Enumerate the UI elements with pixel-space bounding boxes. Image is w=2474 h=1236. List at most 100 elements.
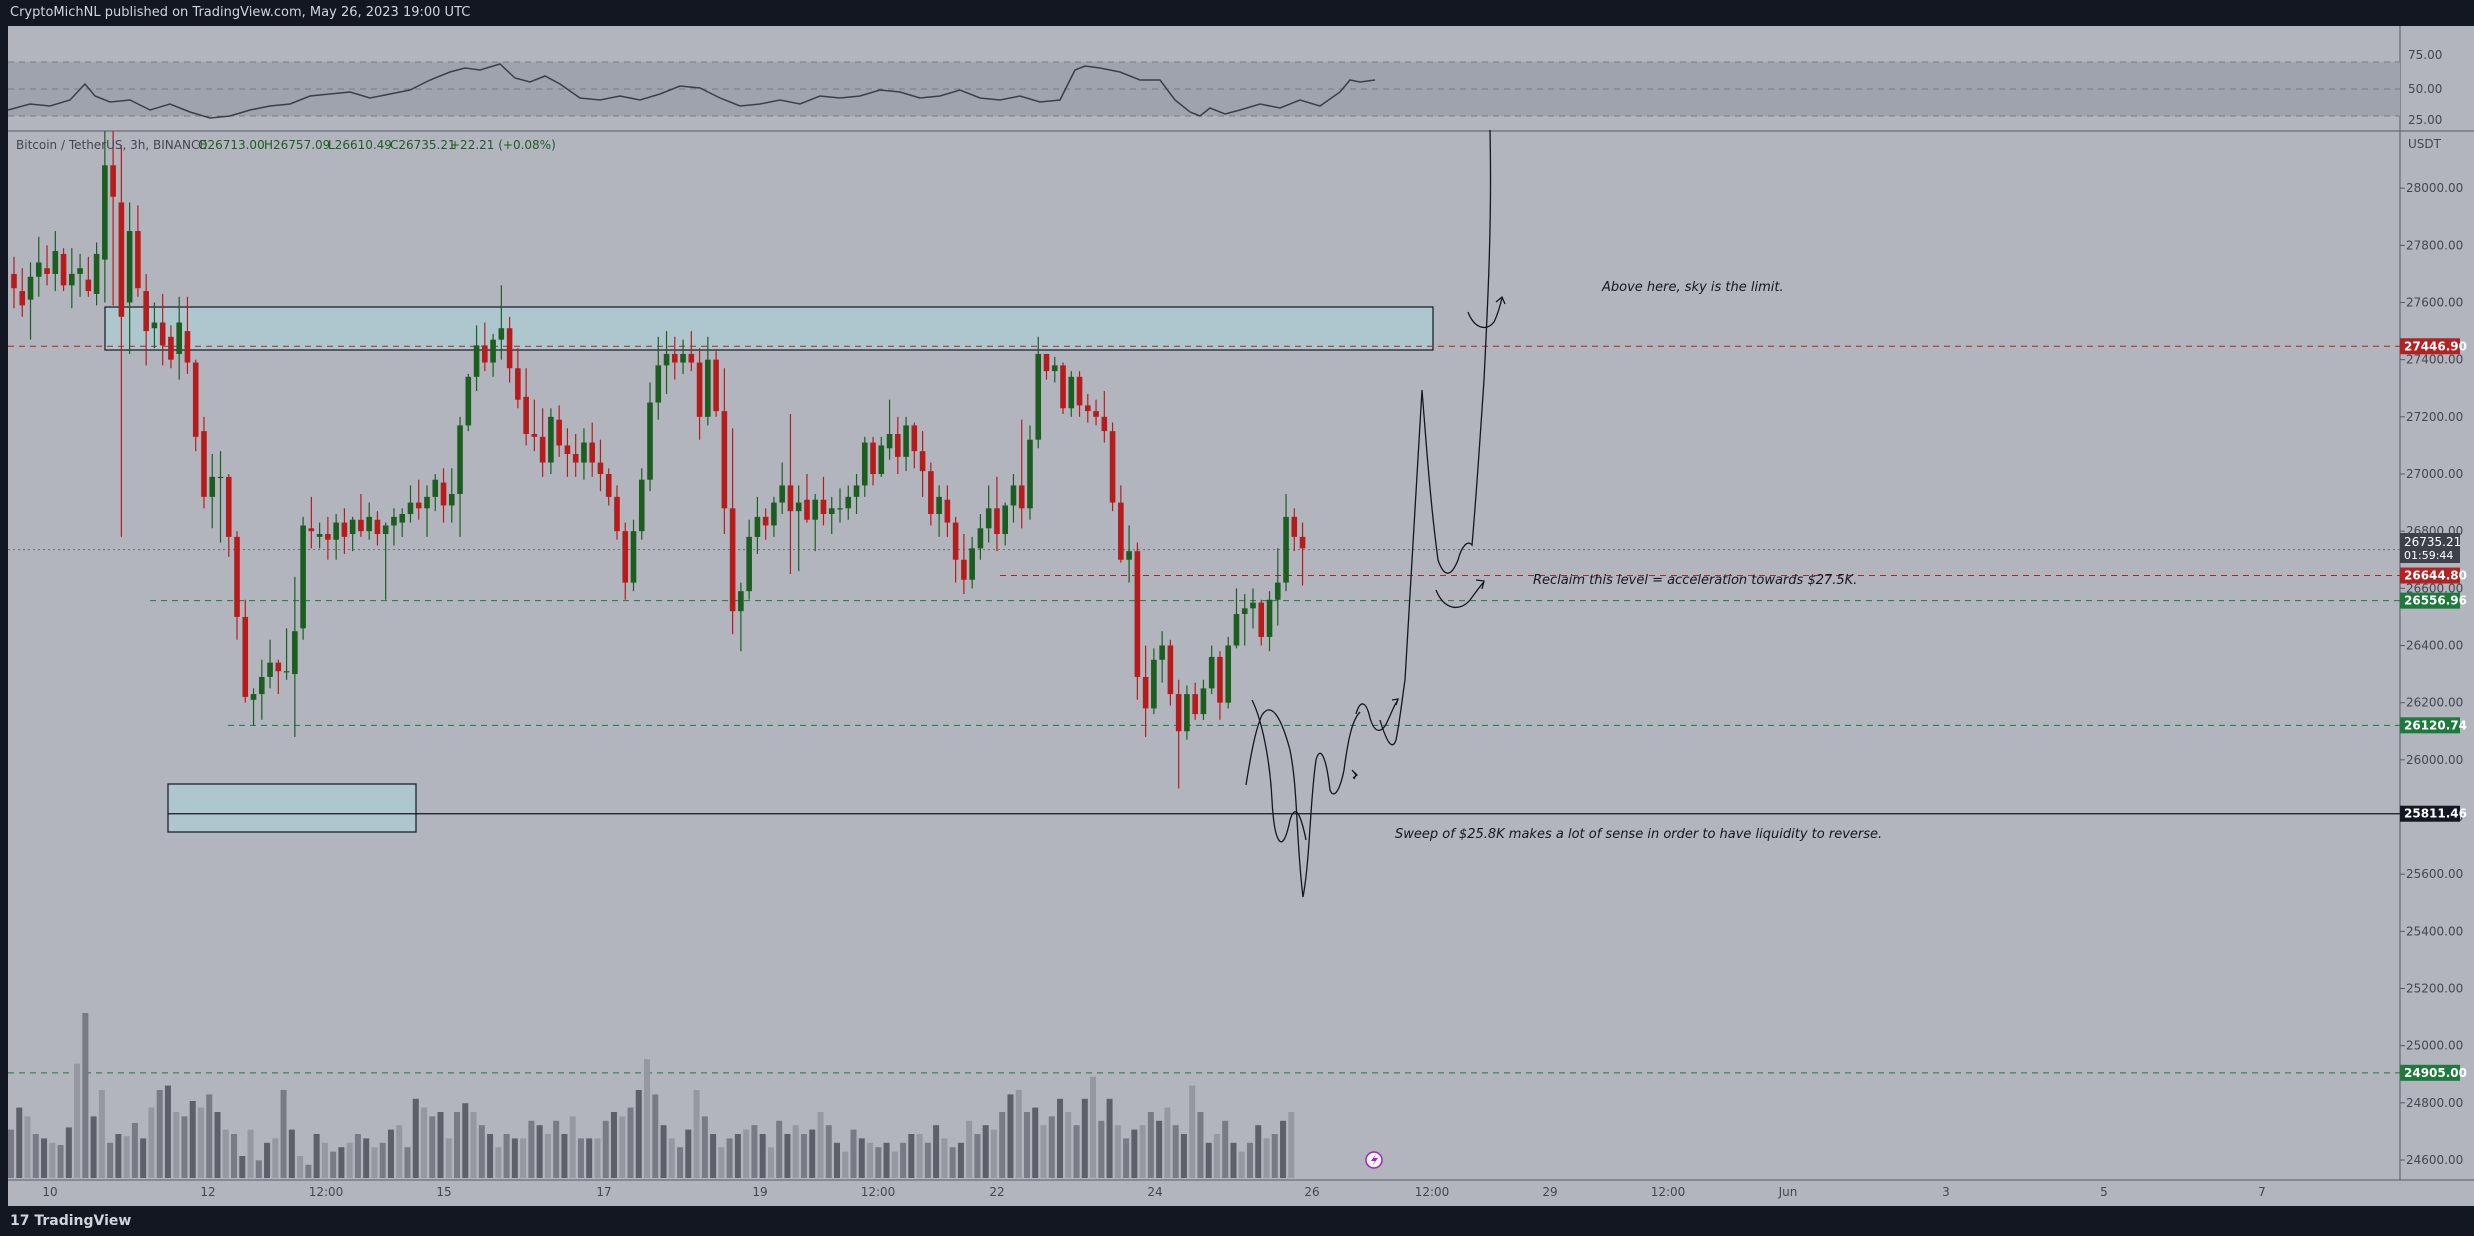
candle-body-32[interactable]: [275, 662, 282, 672]
candle-body-104[interactable]: [870, 442, 876, 474]
candle-body-21[interactable]: [184, 331, 191, 363]
candle-body-1[interactable]: [19, 291, 26, 306]
candle-body-145[interactable]: [1208, 656, 1215, 689]
candle-body-15[interactable]: [135, 231, 141, 289]
candle-body-38[interactable]: [325, 534, 331, 540]
candle-body-45[interactable]: [382, 525, 389, 535]
candle-body-26[interactable]: [225, 476, 232, 537]
candle-body-124[interactable]: [1035, 353, 1042, 440]
candle-body-98[interactable]: [820, 499, 827, 515]
candle-body-63[interactable]: [531, 433, 538, 437]
candle-body-91[interactable]: [762, 516, 769, 526]
candle-body-87[interactable]: [729, 508, 736, 612]
candle-body-76[interactable]: [638, 479, 645, 532]
candle-body-77[interactable]: [647, 402, 653, 480]
candle-body-59[interactable]: [498, 328, 505, 340]
candle-body-114[interactable]: [952, 522, 959, 560]
candle-body-17[interactable]: [151, 322, 158, 329]
annotation-sweep[interactable]: Sweep of $25.8K makes a lot of sense in …: [1395, 827, 1882, 842]
candle-body-92[interactable]: [771, 502, 777, 526]
candle-body-101[interactable]: [845, 496, 852, 509]
candle-body-143[interactable]: [1192, 694, 1198, 715]
candle-body-53[interactable]: [448, 494, 455, 506]
forecast-path-breakout[interactable]: [1467, 297, 1503, 329]
candle-body-25[interactable]: [217, 476, 224, 479]
candle-body-36[interactable]: [308, 528, 315, 532]
candle-body-14[interactable]: [126, 231, 133, 303]
candle-body-150[interactable]: [1250, 602, 1256, 609]
candle-body-94[interactable]: [787, 485, 794, 512]
candle-body-103[interactable]: [861, 442, 868, 486]
forecast-path-main[interactable]: [1245, 709, 1361, 898]
candle-body-99[interactable]: [828, 508, 835, 515]
forecast-path-sweep[interactable]: [1251, 699, 1307, 843]
demand-zone[interactable]: [167, 783, 417, 833]
candle-body-34[interactable]: [292, 631, 298, 675]
candle-body-80[interactable]: [672, 353, 678, 363]
candle-body-18[interactable]: [159, 322, 166, 346]
candle-body-110[interactable]: [919, 451, 926, 472]
candle-body-102[interactable]: [853, 485, 860, 497]
candle-body-123[interactable]: [1027, 439, 1033, 509]
candle-body-128[interactable]: [1068, 376, 1075, 409]
candle-body-75[interactable]: [630, 531, 637, 583]
candle-body-57[interactable]: [482, 345, 488, 363]
candle-body-20[interactable]: [176, 322, 182, 354]
forecast-arrow-1[interactable]: [1351, 769, 1358, 780]
candle-body-120[interactable]: [1002, 505, 1008, 535]
candle-body-13[interactable]: [118, 202, 125, 317]
candle-body-79[interactable]: [663, 353, 670, 366]
candle-body-5[interactable]: [52, 251, 59, 274]
alert-icon[interactable]: [1365, 1151, 1383, 1169]
candle-body-31[interactable]: [267, 662, 273, 677]
candle-body-74[interactable]: [622, 531, 629, 583]
candle-body-93[interactable]: [779, 485, 785, 503]
candle-body-16[interactable]: [143, 291, 149, 332]
forecast-arrow-3[interactable]: [1475, 579, 1485, 590]
resistance-zone[interactable]: [104, 306, 1434, 351]
candle-body-48[interactable]: [407, 502, 414, 515]
forecast-path-retest[interactable]: [1435, 581, 1485, 609]
candle-body-43[interactable]: [366, 516, 372, 532]
candle-body-41[interactable]: [349, 519, 356, 535]
candle-body-56[interactable]: [473, 345, 480, 377]
candle-body-156[interactable]: [1299, 536, 1306, 549]
candle-body-125[interactable]: [1043, 353, 1050, 372]
candle-body-84[interactable]: [705, 359, 711, 417]
candle-body-29[interactable]: [250, 694, 257, 700]
candle-body-27[interactable]: [234, 536, 240, 617]
candle-body-72[interactable]: [605, 473, 612, 497]
candle-body-106[interactable]: [886, 433, 893, 449]
legend-symbol[interactable]: Bitcoin / TetherUS, 3h, BINANCE: [16, 138, 207, 152]
candle-body-136[interactable]: [1134, 551, 1141, 677]
candle-body-153[interactable]: [1274, 582, 1281, 600]
candle-body-4[interactable]: [44, 268, 50, 274]
candle-body-10[interactable]: [93, 253, 100, 294]
candle-body-12[interactable]: [110, 165, 116, 197]
candle-body-137[interactable]: [1142, 676, 1149, 709]
candle-body-148[interactable]: [1233, 614, 1240, 646]
candle-body-8[interactable]: [77, 268, 83, 274]
candle-body-9[interactable]: [85, 279, 92, 292]
candle-body-119[interactable]: [994, 508, 1000, 535]
candle-body-127[interactable]: [1060, 365, 1066, 409]
candle-body-22[interactable]: [192, 362, 199, 437]
candle-body-64[interactable]: [539, 436, 546, 463]
candle-body-47[interactable]: [399, 514, 406, 523]
candle-body-132[interactable]: [1101, 416, 1108, 432]
candle-body-141[interactable]: [1175, 694, 1182, 732]
candle-body-107[interactable]: [895, 433, 901, 457]
candle-body-133[interactable]: [1109, 431, 1116, 503]
candle-body-134[interactable]: [1118, 502, 1124, 560]
candle-body-82[interactable]: [688, 353, 695, 363]
candle-body-0[interactable]: [11, 273, 17, 289]
candle-body-39[interactable]: [333, 522, 339, 540]
candle-body-37[interactable]: [316, 534, 323, 537]
candle-body-62[interactable]: [523, 396, 529, 434]
forecast-path-bounce[interactable]: [1355, 699, 1399, 731]
candle-body-7[interactable]: [69, 273, 75, 286]
candle-body-2[interactable]: [27, 276, 34, 300]
candle-body-130[interactable]: [1085, 405, 1091, 412]
candle-body-68[interactable]: [572, 453, 579, 463]
